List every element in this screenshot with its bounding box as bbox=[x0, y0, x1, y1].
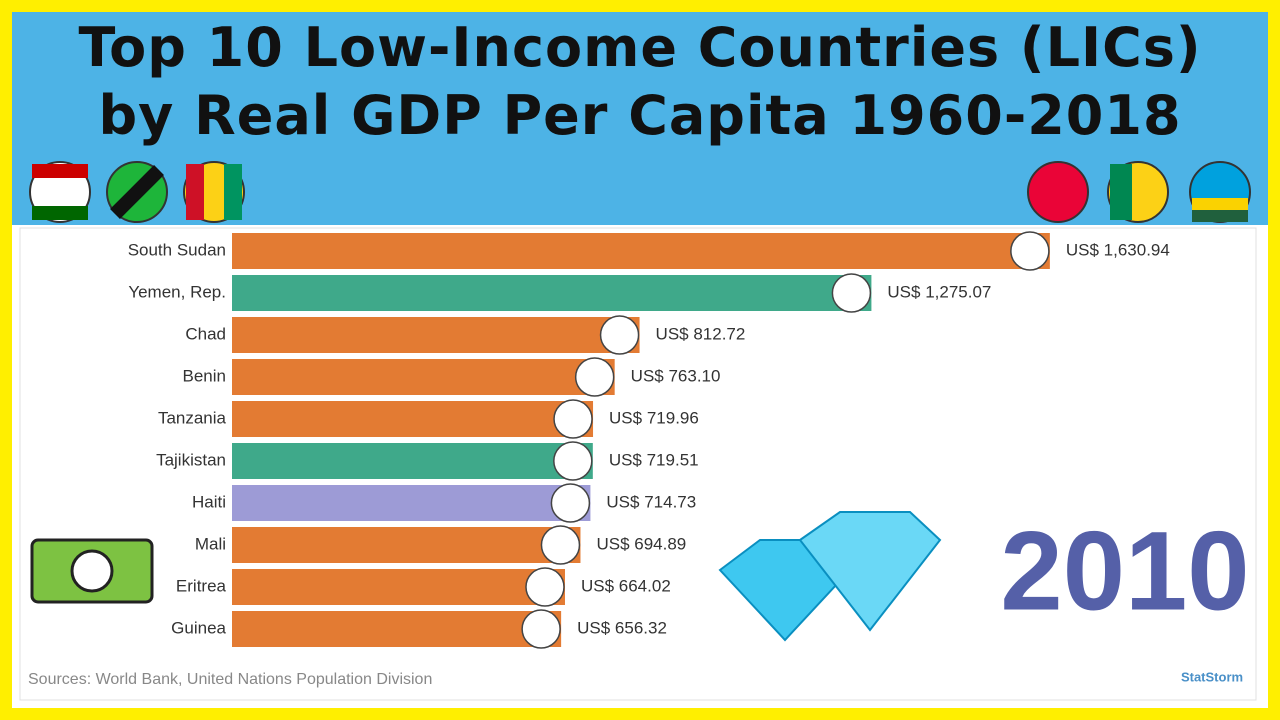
bar bbox=[232, 275, 872, 311]
y-tick-label: Tajikistan bbox=[156, 450, 226, 469]
y-tick-label: Benin bbox=[183, 366, 226, 385]
flag-stripe bbox=[186, 164, 204, 220]
bar bbox=[232, 233, 1050, 269]
value-label: US$ 812.72 bbox=[656, 324, 746, 343]
y-tick-label: Chad bbox=[185, 324, 226, 343]
y-tick-label: Mali bbox=[195, 534, 226, 553]
value-label: US$ 694.89 bbox=[596, 534, 686, 553]
y-tick-label: Yemen, Rep. bbox=[128, 282, 226, 301]
flag-stripe bbox=[1110, 164, 1132, 220]
flag-stripe bbox=[1192, 198, 1248, 210]
value-label: US$ 1,275.07 bbox=[887, 282, 991, 301]
value-label: US$ 664.02 bbox=[581, 576, 671, 595]
bar bbox=[232, 569, 565, 605]
header-flags bbox=[29, 161, 1251, 223]
bar bbox=[232, 401, 594, 437]
bar-flag bbox=[599, 315, 640, 355]
bar bbox=[232, 485, 591, 521]
logo: StatStorm bbox=[1181, 669, 1243, 684]
y-tick-label: Haiti bbox=[192, 492, 226, 511]
bar bbox=[232, 527, 581, 563]
bar-flag bbox=[521, 609, 561, 649]
flag-stripe bbox=[32, 164, 88, 178]
flag-stripe bbox=[224, 164, 242, 220]
bar bbox=[232, 317, 640, 353]
value-label: US$ 1,630.94 bbox=[1066, 240, 1170, 259]
value-label: US$ 763.10 bbox=[631, 366, 721, 385]
flag-stripe bbox=[32, 206, 88, 220]
source: Sources: World Bank, United Nations Popu… bbox=[28, 671, 432, 688]
bar-flag bbox=[553, 441, 593, 481]
gem-icon bbox=[718, 511, 942, 642]
flag-stripe bbox=[1192, 210, 1248, 222]
bar-flag bbox=[1010, 231, 1050, 271]
y-tick-label: Tanzania bbox=[158, 408, 227, 427]
bar-flag bbox=[525, 567, 565, 607]
money-icon bbox=[30, 538, 154, 604]
value-label: US$ 656.32 bbox=[577, 618, 667, 637]
bar-flag bbox=[540, 525, 581, 565]
bar-flag bbox=[574, 357, 615, 397]
flag-stripe bbox=[110, 165, 164, 219]
value-label: US$ 719.96 bbox=[609, 408, 699, 427]
icon-part bbox=[70, 549, 114, 593]
y-tick-label: Eritrea bbox=[176, 576, 227, 595]
bar-flag bbox=[553, 399, 593, 439]
bar bbox=[232, 611, 562, 647]
y-tick-label: South Sudan bbox=[128, 240, 226, 259]
bar bbox=[232, 443, 593, 479]
value-label: US$ 719.51 bbox=[609, 450, 699, 469]
bar bbox=[232, 359, 615, 395]
chart-title: Top 10 Low-Income Countries (LICs) by Re… bbox=[78, 16, 1202, 147]
y-tick-label: Guinea bbox=[171, 618, 226, 637]
bar-flag bbox=[831, 273, 872, 313]
bar-flag bbox=[550, 483, 591, 523]
year-label: 2010 bbox=[1000, 509, 1249, 634]
value-label: US$ 714.73 bbox=[606, 492, 696, 511]
icon-part bbox=[798, 511, 942, 632]
flag bbox=[1027, 161, 1089, 223]
